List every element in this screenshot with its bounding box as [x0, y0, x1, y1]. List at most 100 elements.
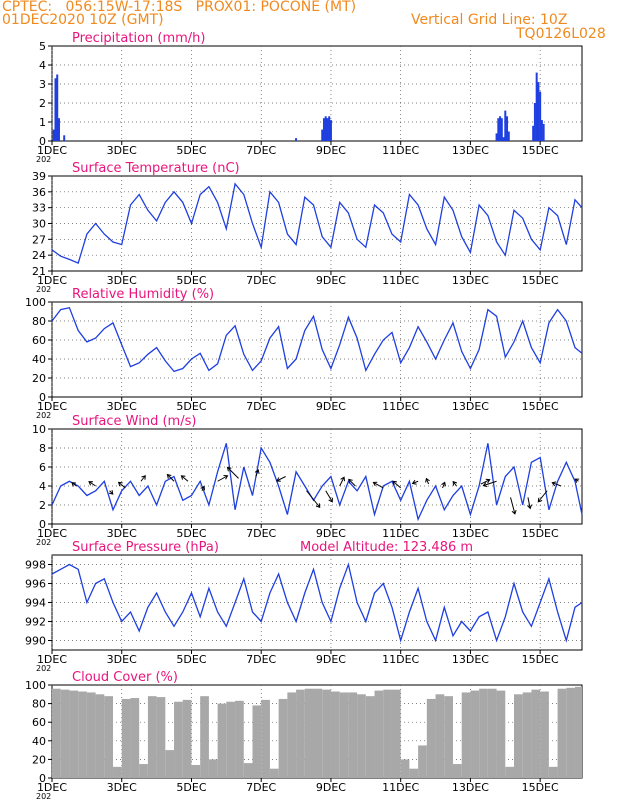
precip-bar: [63, 135, 66, 141]
cloud-bar: [156, 697, 166, 778]
cloud-bar: [400, 759, 410, 778]
cloud-bar: [322, 689, 331, 778]
cloud-bar: [426, 698, 436, 778]
precip-bar: [328, 116, 331, 141]
x-tick-label: 9DEC: [316, 274, 346, 287]
y-tick-label: 1: [39, 116, 46, 129]
precip-bar: [329, 120, 332, 141]
cloud-bar: [505, 766, 515, 778]
precip-bar: [507, 131, 510, 141]
cloud-bar: [130, 698, 140, 778]
precip-bar: [57, 118, 60, 141]
cloud-bar: [418, 745, 427, 778]
precip-bar: [506, 116, 509, 141]
x-tick-label: 9DEC: [316, 144, 346, 157]
x-tick-label: 9DEC: [316, 527, 346, 540]
cloud-bar: [304, 688, 314, 778]
cloud-bar: [409, 768, 419, 778]
y-tick-label: 39: [32, 170, 46, 183]
header-grid-note: Vertical Grid Line: 10Z: [411, 12, 568, 28]
cloud-bar: [86, 692, 96, 778]
panel-title: Cloud Cover (%): [72, 670, 178, 685]
wind-arrow-head: [348, 478, 353, 484]
x-tick-label: 15DEC: [522, 274, 559, 287]
x-tick-label: 7DEC: [246, 400, 276, 413]
cloud-bar: [339, 692, 349, 778]
x-tick-label: 5DEC: [176, 527, 206, 540]
y-tick-label: 996: [25, 578, 46, 591]
x-tick-label: 11DEC: [382, 400, 419, 413]
y-tick-label: 60: [32, 334, 46, 347]
wind-arrow-head: [328, 497, 333, 503]
y-tick-label: 21: [32, 265, 46, 278]
cloud-bar: [182, 699, 192, 778]
wind-arrow-head: [141, 475, 146, 480]
wind-arrow-head: [392, 480, 397, 486]
y-tick-label: 40: [32, 353, 46, 366]
cloud-bar: [391, 689, 401, 778]
precip-bar: [542, 123, 545, 141]
x-year-fragment: 202: [36, 285, 51, 294]
y-tick-label: 2: [39, 499, 46, 512]
y-tick-label: 2: [39, 97, 46, 110]
x-tick-label: 15DEC: [522, 400, 559, 413]
cloud-bar: [531, 689, 541, 778]
cloud-bar: [522, 692, 532, 778]
cloud-bar: [269, 768, 279, 778]
panel-annotation: Model Altitude: 123.486 m: [300, 540, 473, 555]
wind-arrow-head: [275, 477, 281, 482]
wind-arrow-head: [527, 504, 533, 510]
cloud-bar: [479, 688, 488, 778]
precip-bar: [326, 118, 329, 141]
panel-title: Surface Temperature (nC): [72, 161, 240, 176]
precip-bar: [539, 91, 542, 141]
cloud-bar: [461, 692, 471, 778]
x-year-fragment: 202: [36, 155, 51, 164]
y-tick-label: 998: [25, 559, 46, 572]
cloud-bar: [147, 696, 157, 778]
x-tick-label: 9DEC: [316, 653, 346, 666]
x-tick-label: 7DEC: [246, 144, 276, 157]
panel-title: Surface Pressure (hPa): [72, 540, 219, 555]
cloud-bar: [487, 688, 497, 778]
cloud-bar: [208, 759, 218, 778]
y-tick-label: 30: [32, 218, 46, 231]
precip-bar: [499, 116, 502, 141]
precip-bar: [495, 133, 498, 141]
x-tick-label: 1DEC: [37, 781, 67, 794]
x-tick-label: 5DEC: [176, 144, 206, 157]
cloud-bar: [540, 691, 549, 778]
precip-bar: [321, 129, 324, 141]
y-tick-label: 5: [39, 40, 46, 53]
x-tick-label: 1DEC: [37, 144, 67, 157]
precip-bar: [324, 116, 327, 141]
x-tick-label: 11DEC: [382, 144, 419, 157]
cloud-bar: [95, 694, 105, 778]
wind-arrow-head: [485, 478, 491, 484]
wind-arrow-shaft: [339, 476, 345, 487]
y-tick-label: 36: [32, 186, 46, 199]
cloud-bar: [226, 701, 236, 778]
wind-arrow-head: [340, 476, 345, 482]
wind-arrow-shaft: [140, 475, 146, 482]
x-year-fragment: 202: [36, 792, 51, 800]
series-line: [51, 562, 583, 643]
x-tick-label: 11DEC: [382, 653, 419, 666]
wind-arrow-head: [452, 480, 458, 486]
x-tick-label: 11DEC: [382, 274, 419, 287]
cloud-bar: [313, 688, 323, 778]
y-tick-label: 80: [32, 315, 46, 328]
wind-arrow-head: [441, 481, 446, 487]
precip-bar: [540, 120, 543, 141]
x-tick-label: 13DEC: [452, 781, 489, 794]
cloud-bar: [566, 687, 576, 778]
y-tick-label: 0: [39, 391, 46, 404]
precip-bar: [54, 78, 57, 141]
wind-arrow-shaft: [227, 467, 239, 479]
x-tick-label: 1DEC: [37, 527, 67, 540]
x-tick-label: 13DEC: [452, 144, 489, 157]
x-tick-label: 15DEC: [522, 144, 559, 157]
y-tick-label: 40: [32, 735, 46, 748]
header-station-line: CPTEC: 056:15W-17:18S PROX01: POCONE (MT…: [2, 0, 357, 15]
